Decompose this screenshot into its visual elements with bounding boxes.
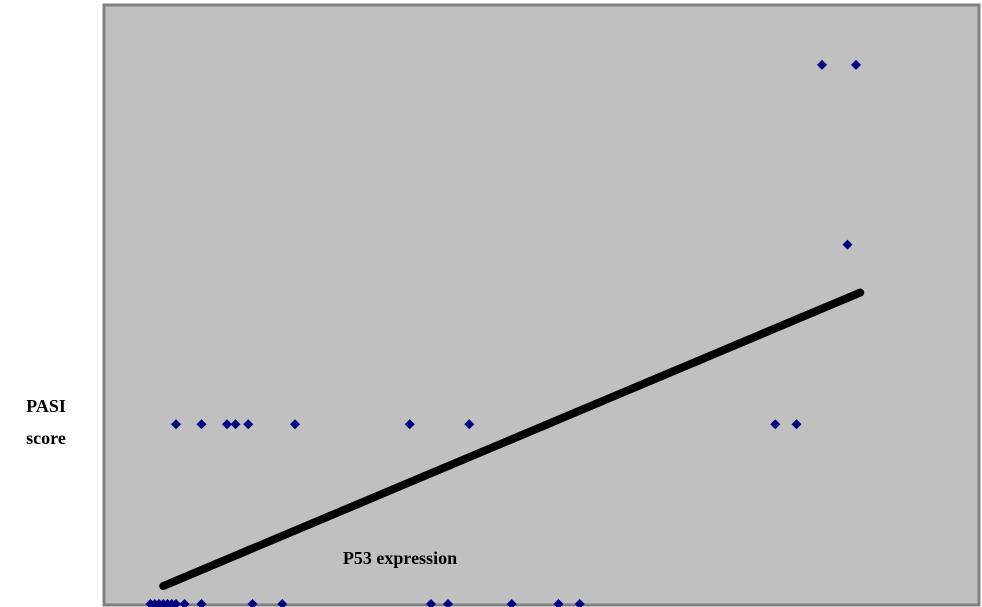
data-point-13 bbox=[443, 599, 453, 607]
data-point-11 bbox=[277, 599, 288, 607]
data-points bbox=[145, 59, 861, 607]
data-point-16 bbox=[574, 599, 585, 607]
data-point-15 bbox=[553, 599, 564, 607]
data-point-24 bbox=[464, 419, 475, 430]
data-point-10 bbox=[247, 599, 258, 607]
y-axis-label-line-2: score bbox=[26, 428, 66, 448]
data-point-12 bbox=[426, 599, 436, 607]
data-point-26 bbox=[791, 419, 802, 430]
data-point-28 bbox=[817, 59, 827, 70]
plot-area bbox=[102, 3, 981, 607]
data-point-19 bbox=[222, 419, 232, 430]
y-axis-label-line-1: PASI bbox=[26, 396, 66, 416]
data-point-27 bbox=[842, 239, 853, 250]
data-point-25 bbox=[770, 419, 781, 430]
y-axis-label: PASI score bbox=[0, 390, 92, 454]
x-axis-label: P53 expression bbox=[343, 548, 457, 568]
trend-line bbox=[159, 288, 865, 591]
data-point-18 bbox=[196, 419, 207, 430]
data-point-7 bbox=[171, 599, 181, 607]
data-point-21 bbox=[243, 419, 254, 430]
data-point-20 bbox=[230, 419, 241, 430]
data-point-29 bbox=[851, 59, 861, 70]
data-point-23 bbox=[404, 419, 415, 430]
data-point-22 bbox=[290, 419, 300, 430]
data-point-9 bbox=[196, 599, 207, 607]
data-point-14 bbox=[506, 599, 517, 607]
data-point-17 bbox=[171, 419, 181, 430]
data-point-8 bbox=[179, 599, 190, 607]
